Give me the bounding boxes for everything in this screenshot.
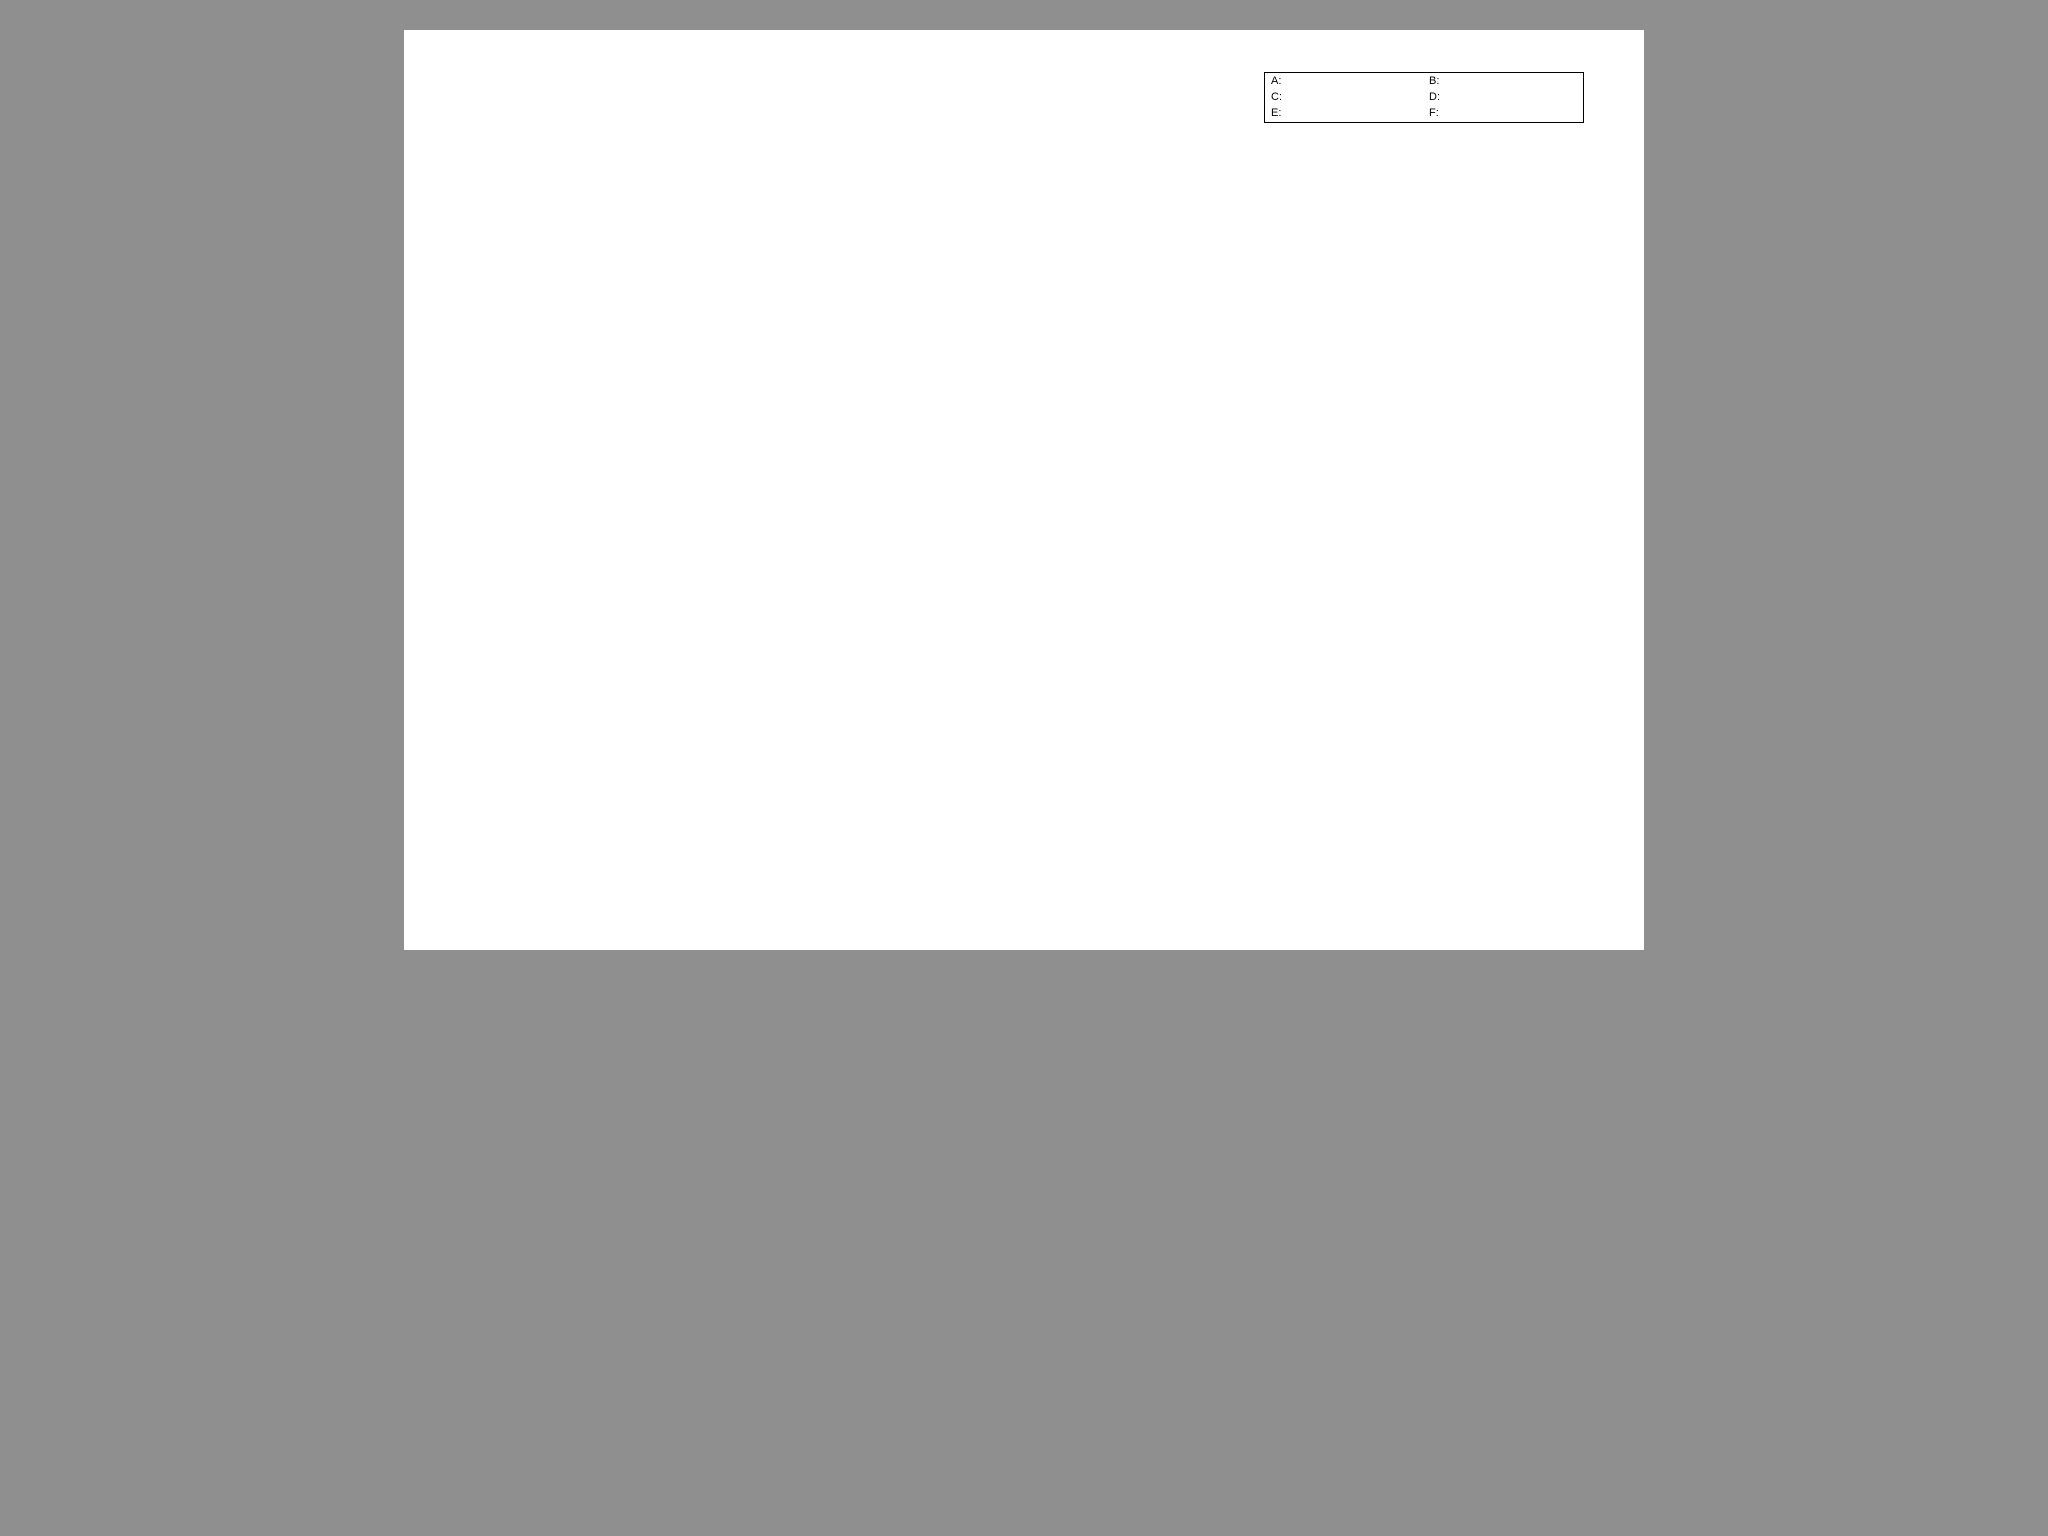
venue-legend: A: B: C: D: E: F: [1264,72,1584,123]
